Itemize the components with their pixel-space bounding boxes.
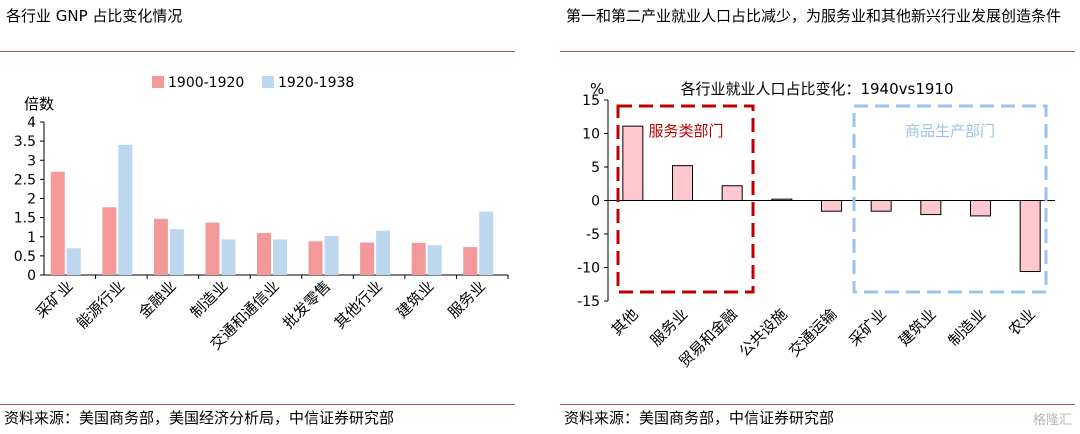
y-tick-label: 2.5 <box>14 172 36 188</box>
y-axis-label: % <box>590 80 604 98</box>
x-tick-label: 其他 <box>608 305 642 339</box>
y-axis-label: 倍数 <box>24 95 54 113</box>
bar <box>463 247 478 275</box>
left-bottom-rule <box>0 404 515 405</box>
left-chart-title: 各行业 GNP 占比变化情况 <box>6 7 183 25</box>
bar <box>479 211 494 275</box>
bar <box>205 222 220 275</box>
x-tick-label: 制造业 <box>187 277 232 322</box>
legend-label: 1920-1938 <box>278 75 354 91</box>
y-tick-label: 15 <box>582 93 600 109</box>
y-tick-label: 4 <box>27 115 36 131</box>
bar <box>771 198 793 202</box>
bar <box>622 125 644 201</box>
right-chart-title: 第一和第二产业就业人口占比减少，为服务业和其他新兴行业发展创造条件 <box>566 7 1062 25</box>
bar <box>821 200 842 212</box>
x-tick-label: 农业 <box>1005 305 1039 339</box>
bar <box>50 171 65 275</box>
bar <box>102 207 117 275</box>
left-chart-panel: 各行业 GNP 占比变化情况 倍数 0 0.5 1 1.5 2 2.5 3 3.5 4 1900-1… <box>0 0 520 434</box>
y-tick-label: 0.5 <box>14 249 36 265</box>
y-tick-label: 2 <box>27 192 36 208</box>
x-tick-label: 服务业 <box>647 305 692 350</box>
x-tick-label: 能源行业 <box>73 277 128 332</box>
watermark-logo: 格隆汇 <box>1032 413 1072 428</box>
bar <box>672 165 693 202</box>
service-sector-box <box>616 104 755 294</box>
y-tick-label: -10 <box>577 261 600 277</box>
bar <box>920 200 942 216</box>
bar <box>66 248 81 275</box>
goods-sector-label: 商品生产部门 <box>905 122 995 140</box>
x-tick-label: 金融业 <box>135 277 180 322</box>
right-bar-chart: 各行业就业人口占比变化：1940vs1910%-15-10-5051015其他服… <box>577 80 1055 371</box>
legend-swatch <box>152 76 164 88</box>
x-tick-label: 服务业 <box>444 277 489 322</box>
left-source-note: 资料来源：美国商务部，美国经济分析局，中信证券研究部 <box>4 409 395 427</box>
right-chart-panel: 第一和第二产业就业人口占比减少，为服务业和其他新兴行业发展创造条件 各行业就业人… <box>560 0 1080 434</box>
bar <box>257 232 271 275</box>
bar <box>376 230 391 275</box>
x-tick-label: 采矿业 <box>32 277 77 322</box>
bar <box>411 242 426 275</box>
bar <box>273 239 287 275</box>
bar <box>1019 200 1041 273</box>
x-tick-label: 其他行业 <box>331 277 386 332</box>
y-tick-label: 1.5 <box>14 211 36 227</box>
x-tick-label: 建筑业 <box>393 277 438 322</box>
left-bar-chart: 倍数 0 0.5 1 1.5 2 2.5 3 3.5 4 1900-1920 1920-1938 采矿业… <box>14 75 509 353</box>
x-tick-label: 公共设施 <box>735 305 790 360</box>
bar <box>427 245 442 275</box>
bar <box>169 229 184 275</box>
bar <box>721 185 743 201</box>
bar <box>870 200 892 212</box>
bar <box>360 242 375 275</box>
x-tick-label: 批发零售 <box>279 277 334 332</box>
y-tick-label: -5 <box>586 227 600 243</box>
bar <box>153 218 168 275</box>
service-sector-label: 服务类部门 <box>648 122 723 140</box>
left-top-rule <box>0 51 515 52</box>
x-tick-label: 制造业 <box>945 305 990 350</box>
y-tick-label: 5 <box>591 160 600 176</box>
y-tick-label: 0 <box>27 268 36 284</box>
legend-swatch <box>262 76 274 88</box>
goods-sector-box <box>852 104 1048 294</box>
y-tick-label: 3.5 <box>14 134 36 150</box>
y-tick-label: 3 <box>27 153 36 169</box>
bar <box>221 239 236 275</box>
bar <box>118 144 133 275</box>
chart-subtitle: 各行业就业人口占比变化：1940vs1910 <box>680 80 953 98</box>
y-tick-label: 1 <box>27 230 36 246</box>
y-tick-label: -15 <box>577 294 600 310</box>
y-tick-label: 0 <box>591 194 600 210</box>
bar <box>324 235 339 275</box>
right-bottom-rule <box>560 404 1075 405</box>
bar <box>308 241 323 275</box>
x-tick-label: 建筑业 <box>895 305 940 350</box>
legend-label: 1900-1920 <box>168 75 244 91</box>
bar <box>970 200 991 217</box>
right-top-rule <box>560 51 1075 52</box>
y-tick-label: 10 <box>582 127 600 143</box>
x-tick-label: 采矿业 <box>845 305 890 350</box>
x-tick-label: 交通运输 <box>785 305 840 360</box>
right-source-note: 资料来源：美国商务部，中信证券研究部 <box>564 409 835 427</box>
